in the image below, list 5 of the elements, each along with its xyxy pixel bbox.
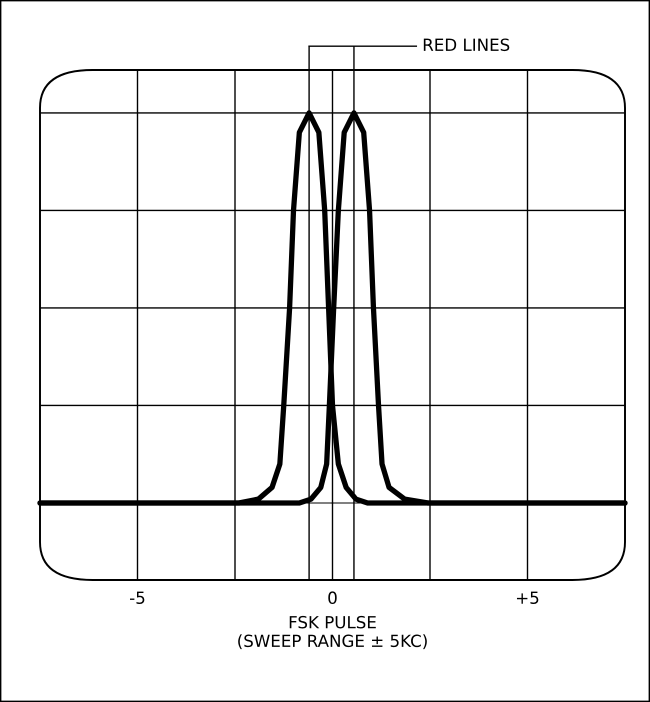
- x-tick-label: -5: [130, 592, 144, 604]
- x-tick-label: +5: [516, 592, 538, 604]
- text: RED LINES: [424, 38, 510, 52]
- x-tick-label: 0: [328, 591, 337, 604]
- x-axis-title: FSK PULSE (SWEEP RANGE ± 5KC): [238, 616, 427, 650]
